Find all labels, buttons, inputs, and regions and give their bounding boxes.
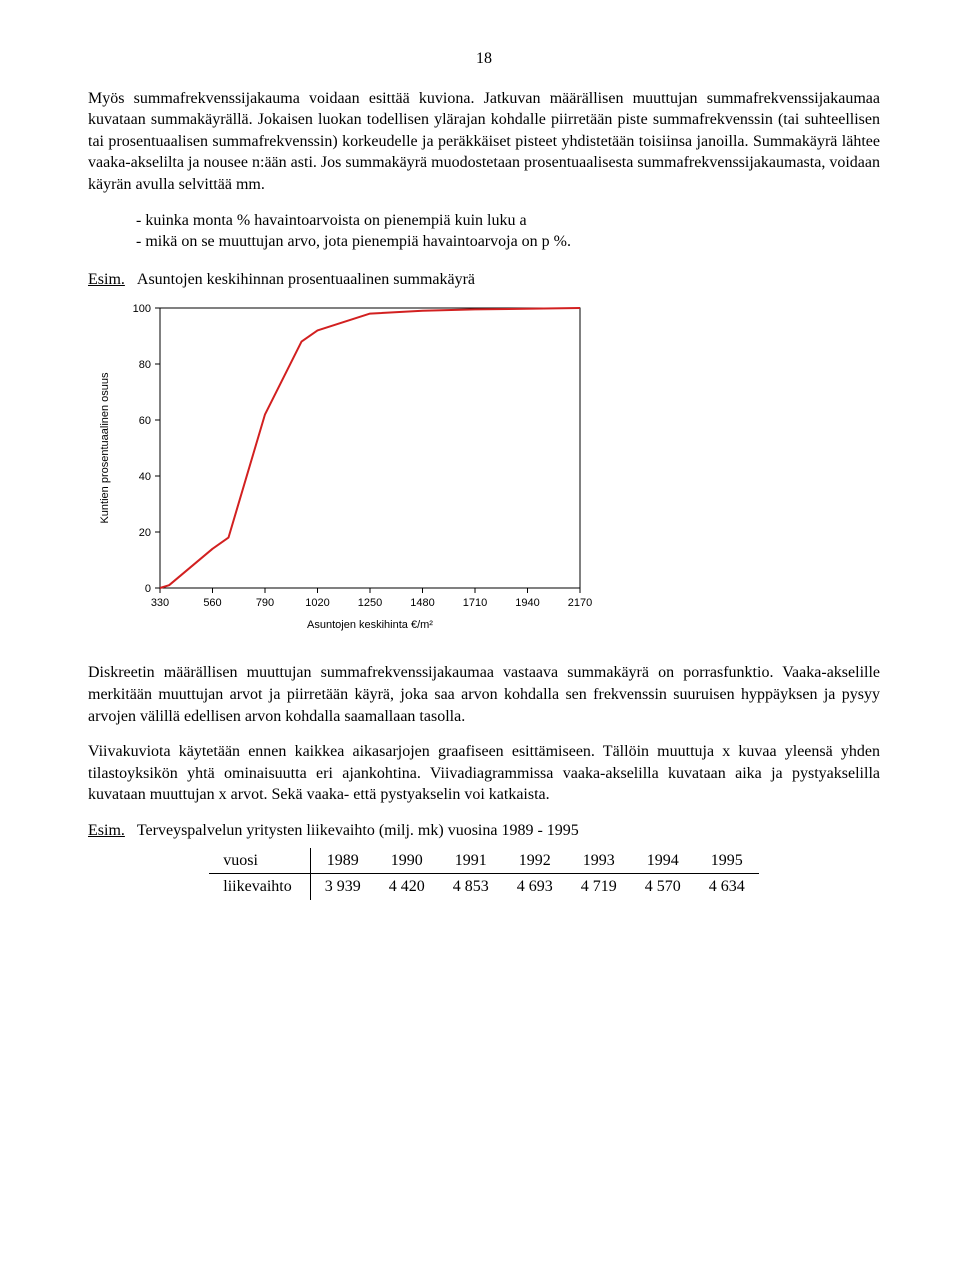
- chart-svg: 0 20 40 60 80 100 330 560 790 1020 1250 1480 1710 194…: [88, 296, 608, 646]
- svg-text:1940: 1940: [515, 597, 539, 609]
- svg-text:60: 60: [139, 415, 151, 427]
- svg-text:1020: 1020: [305, 597, 329, 609]
- table-row: vuosi 1989 1990 1991 1992 1993 1994 1995: [209, 848, 758, 874]
- example-2-text: Terveyspalvelun yritysten liikevaihto (m…: [137, 822, 579, 839]
- svg-text:560: 560: [203, 597, 221, 609]
- table-cell: 4 719: [567, 874, 631, 900]
- table-cell: 1989: [310, 848, 375, 874]
- svg-text:Asuntojen keskihinta €/m²: Asuntojen keskihinta €/m²: [307, 619, 433, 631]
- svg-text:1710: 1710: [463, 597, 487, 609]
- table-cell: 1992: [503, 848, 567, 874]
- svg-text:80: 80: [139, 359, 151, 371]
- table-cell: 3 939: [310, 874, 375, 900]
- table-cell: 1991: [439, 848, 503, 874]
- example-2-line: Esim. Terveyspalvelun yritysten liikevai…: [88, 820, 880, 842]
- table-row: liikevaihto 3 939 4 420 4 853 4 693 4 71…: [209, 874, 758, 900]
- turnover-table: vuosi 1989 1990 1991 1992 1993 1994 1995…: [209, 848, 758, 900]
- svg-text:2170: 2170: [568, 597, 592, 609]
- example-label: Esim.: [88, 271, 125, 288]
- svg-text:790: 790: [256, 597, 274, 609]
- row-header-turnover: liikevaihto: [209, 874, 310, 900]
- example-label: Esim.: [88, 822, 125, 839]
- paragraph-2: Diskreetin määrällisen muuttujan summafr…: [88, 662, 880, 727]
- cumulative-chart: 0 20 40 60 80 100 330 560 790 1020 1250 1480 1710 194…: [88, 296, 880, 646]
- svg-text:330: 330: [151, 597, 169, 609]
- table-cell: 4 693: [503, 874, 567, 900]
- bullet-list: - kuinka monta % havaintoarvoista on pie…: [136, 210, 880, 253]
- svg-text:1250: 1250: [358, 597, 382, 609]
- row-header-year: vuosi: [209, 848, 310, 874]
- paragraph-1: Myös summafrekvenssijakauma voidaan esit…: [88, 88, 880, 196]
- svg-text:20: 20: [139, 527, 151, 539]
- svg-text:Kuntien prosentuaalinen osuus: Kuntien prosentuaalinen osuus: [99, 372, 111, 524]
- example-1-line: Esim. Asuntojen keskihinnan prosentuaali…: [88, 269, 880, 291]
- table-cell: 4 570: [631, 874, 695, 900]
- table-cell: 1995: [695, 848, 759, 874]
- table-cell: 4 634: [695, 874, 759, 900]
- table-cell: 1994: [631, 848, 695, 874]
- table-cell: 1990: [375, 848, 439, 874]
- table-cell: 1993: [567, 848, 631, 874]
- svg-text:0: 0: [145, 583, 151, 595]
- paragraph-3: Viivakuviota käytetään ennen kaikkea aik…: [88, 741, 880, 806]
- table-cell: 4 420: [375, 874, 439, 900]
- svg-text:100: 100: [133, 303, 151, 315]
- table-cell: 4 853: [439, 874, 503, 900]
- bullet-1: - kuinka monta % havaintoarvoista on pie…: [136, 210, 880, 232]
- page-number: 18: [88, 48, 880, 70]
- bullet-2: - mikä on se muuttujan arvo, jota pienem…: [136, 231, 880, 253]
- svg-text:40: 40: [139, 471, 151, 483]
- example-1-text: Asuntojen keskihinnan prosentuaalinen su…: [137, 271, 475, 288]
- svg-text:1480: 1480: [410, 597, 434, 609]
